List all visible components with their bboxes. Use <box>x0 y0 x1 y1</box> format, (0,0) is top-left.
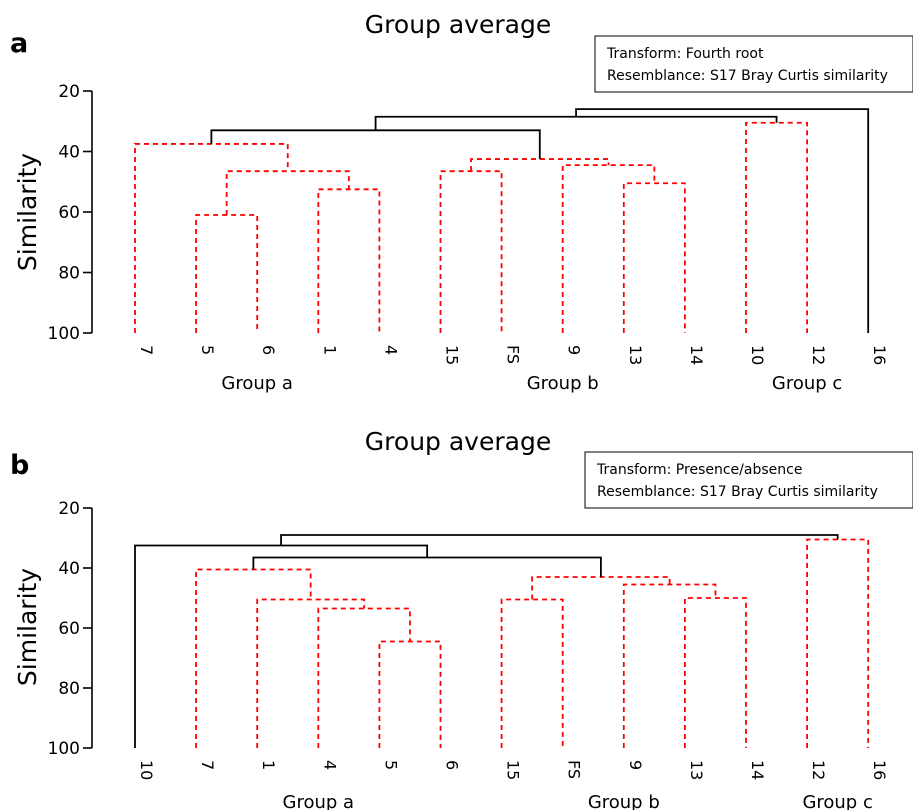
leaf-label: 10 <box>137 760 156 780</box>
leaf-label: 1 <box>320 345 339 355</box>
y-ticks: 20 40 60 80 100 <box>48 82 93 344</box>
info-box <box>584 451 913 509</box>
panel-label: a <box>10 28 28 59</box>
dendrogram-link <box>317 188 381 333</box>
leaf-label: 5 <box>198 345 217 355</box>
leaf-label: 4 <box>381 345 400 355</box>
leaf-label: FS <box>565 760 584 779</box>
leaf-label: 9 <box>626 760 645 770</box>
chart-title: Group average <box>365 427 551 456</box>
leaf-label: 12 <box>809 345 828 365</box>
dendrogram-link <box>622 583 717 748</box>
dendrogram-link <box>225 170 350 216</box>
y-tick-label: 40 <box>58 143 80 163</box>
dendrogram-tree <box>134 534 870 748</box>
dendrogram-tree <box>134 108 870 333</box>
info-transform: Transform: Presence/absence <box>596 462 802 478</box>
group-label: Group a <box>221 373 293 394</box>
dendrogram-link <box>745 121 808 333</box>
leaf-labels: 10 7 1 4 5 6 15 FS 9 13 14 12 16 <box>137 760 889 780</box>
chart-title: Group average <box>365 10 551 39</box>
y-tick-label: 80 <box>58 679 80 699</box>
leaf-label: 10 <box>748 345 767 365</box>
dendrogram-link <box>575 108 870 333</box>
group-label: Group b <box>527 373 599 394</box>
dendrogram-link <box>374 115 778 131</box>
leaf-label: 16 <box>870 760 889 780</box>
group-label: Group c <box>802 792 872 810</box>
panel-b: b Group average Transform: Presence/abse… <box>10 427 913 810</box>
dendrogram-link <box>684 597 747 748</box>
dendrogram-link <box>134 143 289 333</box>
y-ticks: 20 40 60 80 100 <box>48 499 93 759</box>
dendrogram-link <box>256 598 366 748</box>
dendrogram-link <box>500 598 564 748</box>
y-tick-label: 20 <box>58 82 80 102</box>
info-transform: Transform: Fourth root <box>606 46 764 62</box>
leaf-label: 14 <box>687 345 706 365</box>
y-tick-label: 80 <box>58 264 80 284</box>
y-tick-label: 60 <box>58 619 80 639</box>
dendrogram-link <box>561 164 656 333</box>
info-resemblance: Resemblance: S17 Bray Curtis similarity <box>597 484 878 500</box>
dendrogram-link <box>531 576 671 600</box>
panel-a: a Group average Transform: Fourth root R… <box>10 10 913 394</box>
group-label: Group a <box>283 792 355 810</box>
dendrogram-link <box>439 170 503 333</box>
dendrogram-link <box>210 129 541 160</box>
y-tick-label: 100 <box>48 739 80 759</box>
leaf-label: FS <box>504 345 523 364</box>
dendrogram-link <box>195 568 312 748</box>
leaf-label: 15 <box>443 345 462 365</box>
dendrogram-link <box>317 607 411 748</box>
info-resemblance: Resemblance: S17 Bray Curtis similarity <box>607 68 888 84</box>
leaf-label: 7 <box>137 345 156 355</box>
group-label: Group c <box>772 373 842 394</box>
group-labels: Group a Group b Group c <box>221 373 842 394</box>
leaf-label: 12 <box>809 760 828 780</box>
dendrogram-link <box>280 534 839 546</box>
y-axis-label: Similarity <box>13 153 42 271</box>
leaf-label: 6 <box>259 345 278 355</box>
y-tick-label: 20 <box>58 499 80 519</box>
dendrogram-link <box>195 214 259 333</box>
dendrogram-link <box>622 182 686 333</box>
dendrogram-link <box>378 640 442 748</box>
leaf-label: 14 <box>748 760 767 780</box>
y-tick-label: 40 <box>58 559 80 579</box>
panel-label: b <box>10 450 29 481</box>
dendrogram-link <box>806 538 870 748</box>
leaf-label: 4 <box>320 760 339 770</box>
group-label: Group b <box>588 792 660 810</box>
group-labels: Group a Group b Group c <box>283 792 873 810</box>
leaf-label: 6 <box>443 760 462 770</box>
leaf-label: 5 <box>381 760 400 770</box>
leaf-label: 7 <box>198 760 217 770</box>
leaf-label: 15 <box>504 760 523 780</box>
y-axis-label: Similarity <box>13 568 42 686</box>
info-box <box>594 35 913 93</box>
leaf-label: 13 <box>687 760 706 780</box>
dendrogram-link <box>252 556 602 577</box>
dendrogram-link <box>134 544 429 748</box>
leaf-label: 16 <box>870 345 889 365</box>
leaf-labels: 7 5 6 1 4 15 FS 9 13 14 10 12 16 <box>137 345 889 365</box>
y-tick-label: 100 <box>48 324 80 344</box>
leaf-label: 9 <box>565 345 584 355</box>
leaf-label: 13 <box>626 345 645 365</box>
y-tick-label: 60 <box>58 203 80 223</box>
leaf-label: 1 <box>259 760 278 770</box>
